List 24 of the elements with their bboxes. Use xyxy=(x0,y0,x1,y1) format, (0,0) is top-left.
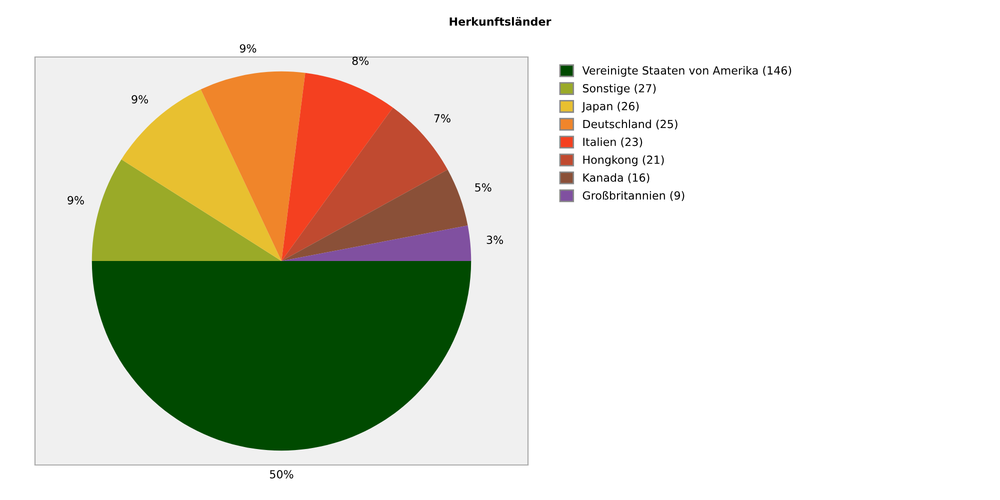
chart-title: Herkunftsländer xyxy=(450,16,552,26)
pie-slice xyxy=(282,72,393,261)
pie-slice xyxy=(282,225,472,261)
data-label: 9% xyxy=(68,196,84,204)
legend-label: Vereinigte Staaten von Amerika (146) xyxy=(582,66,792,77)
pie-slice xyxy=(200,71,306,261)
data-label: 8% xyxy=(352,56,369,66)
data-label: 9% xyxy=(132,95,148,104)
legend-label: Großbritannien (9) xyxy=(582,191,684,201)
legend-label: Kanada (16) xyxy=(583,173,650,184)
legend-label: Hongkong (21) xyxy=(583,155,664,166)
data-label: 3% xyxy=(486,236,504,244)
pie-slice xyxy=(92,261,472,451)
data-label: 50% xyxy=(270,470,294,478)
legend-label: Italien (23) xyxy=(583,137,642,148)
data-label: 9% xyxy=(240,44,256,53)
data-label: 7% xyxy=(434,114,450,123)
legend-label: Sonstige (27) xyxy=(582,84,656,95)
legend-label: Japan (26) xyxy=(582,102,639,112)
pie-slice xyxy=(121,89,282,261)
pie-slice xyxy=(282,170,468,261)
data-label: 5% xyxy=(475,183,492,192)
pie-slice xyxy=(92,159,282,261)
legend-label: Deutschland (25) xyxy=(583,120,678,130)
